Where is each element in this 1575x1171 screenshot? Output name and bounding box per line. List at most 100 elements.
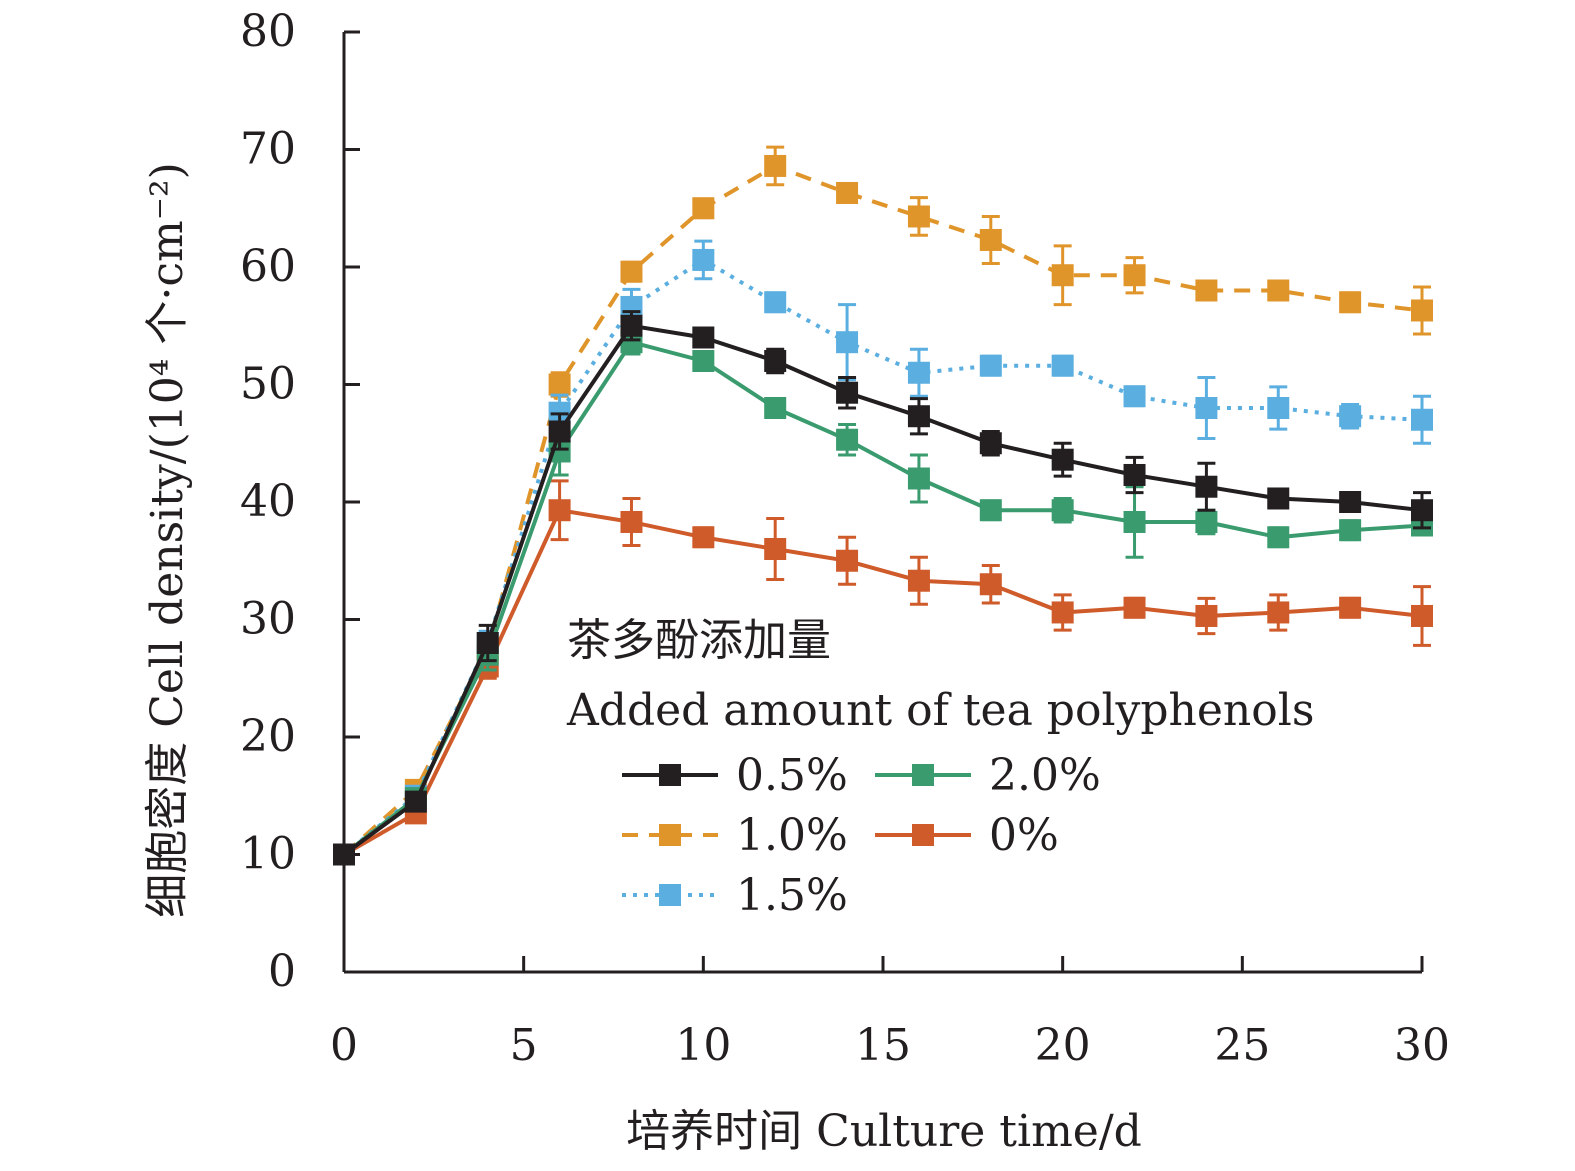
x-axis-title: 培养时间 Culture time/d	[626, 1106, 1142, 1157]
data-point	[1123, 596, 1146, 619]
data-point	[692, 526, 715, 549]
data-point	[1411, 499, 1433, 522]
series-line	[343, 508, 1423, 857]
legend-label: 1.5%	[736, 870, 848, 921]
legend-label: 2.0%	[989, 750, 1101, 801]
data-point	[1051, 448, 1074, 471]
x-tick-label: 30	[1394, 1020, 1450, 1071]
data-point	[548, 373, 571, 396]
legend-label: 0%	[989, 810, 1059, 861]
data-point	[1123, 463, 1146, 486]
legend-marker	[659, 764, 681, 786]
y-tick-label: 70	[240, 124, 296, 175]
data-point	[692, 326, 715, 349]
data-point	[476, 632, 499, 654]
data-point	[764, 350, 787, 372]
legend: 茶多酚添加量 Added amount of tea polyphenols 0…	[566, 615, 1314, 921]
data-point	[1195, 279, 1218, 302]
data-point	[1339, 405, 1362, 428]
y-tick-label: 0	[268, 946, 296, 997]
data-point	[1051, 601, 1074, 624]
series-layer	[333, 145, 1433, 866]
series-line	[342, 340, 1423, 857]
legend-entry-1.0%: 1.0%	[622, 810, 848, 861]
legend-entries: 0.5% 2.0% 1.0% 0% 1.5%	[622, 750, 1101, 921]
legend-marker	[659, 824, 681, 846]
data-point	[1267, 526, 1290, 549]
y-tick-label: 10	[240, 829, 296, 880]
data-point	[1339, 519, 1362, 542]
data-point	[979, 573, 1002, 596]
y-tick-label: 20	[240, 711, 296, 762]
legend-marker	[659, 884, 681, 906]
data-point	[836, 381, 859, 404]
data-point	[620, 314, 643, 337]
data-point	[620, 260, 643, 283]
data-point	[764, 291, 787, 314]
x-tick-label: 20	[1035, 1020, 1091, 1071]
series-line	[342, 257, 1423, 857]
data-point	[1123, 510, 1146, 533]
data-point	[1051, 354, 1074, 377]
x-tick-label: 10	[675, 1020, 731, 1071]
data-point	[1267, 487, 1290, 510]
data-point	[1267, 279, 1290, 302]
data-point	[1195, 604, 1218, 627]
legend-title-cn: 茶多酚添加量	[567, 615, 831, 666]
data-point	[979, 499, 1002, 522]
y-tick-label: 80	[240, 6, 296, 57]
data-point	[1411, 408, 1433, 431]
data-point	[764, 538, 787, 560]
x-tick-label: 0	[330, 1020, 358, 1071]
data-point	[764, 397, 787, 419]
data-point	[1339, 491, 1362, 513]
data-point	[692, 350, 715, 372]
legend-marker	[912, 764, 934, 786]
x-tick-label: 5	[510, 1020, 538, 1071]
data-point	[1051, 264, 1074, 287]
y-tick-label: 40	[240, 476, 296, 527]
data-point	[836, 181, 859, 204]
data-point	[1267, 397, 1290, 419]
y-axis-title: 细胞密度 Cell density/(10⁴ 个·cm⁻²)	[142, 162, 193, 918]
legend-entry-1.5%: 1.5%	[622, 870, 848, 921]
data-point	[1195, 475, 1218, 498]
legend-title-en: Added amount of tea polyphenols	[566, 685, 1314, 736]
data-point	[836, 331, 859, 354]
data-point	[907, 361, 930, 384]
data-point	[979, 354, 1002, 377]
data-point	[1123, 385, 1146, 408]
y-tick-label: 50	[240, 359, 296, 410]
y-tick-label: 30	[240, 594, 296, 645]
axes: 0 5 10 15 20 25 30 0 10 20 30 40 50 60 70 80	[240, 6, 1450, 1071]
data-point	[1267, 601, 1290, 624]
data-point	[907, 467, 930, 490]
legend-entry-2.0%: 2.0%	[875, 750, 1101, 801]
data-point	[907, 205, 930, 228]
data-point	[907, 405, 930, 428]
data-point	[1339, 291, 1362, 314]
series-1.0%	[333, 145, 1433, 866]
data-point	[620, 510, 643, 533]
data-point	[836, 549, 859, 572]
legend-marker	[912, 824, 934, 846]
data-point	[979, 228, 1002, 251]
series-1.5%	[333, 239, 1433, 866]
legend-entry-0.5%: 0.5%	[622, 750, 848, 801]
data-point	[548, 420, 571, 443]
data-point	[764, 154, 787, 177]
data-point	[1411, 299, 1433, 322]
legend-entry-0%: 0%	[875, 810, 1059, 861]
legend-label: 1.0%	[736, 810, 848, 861]
series-0.5%	[333, 310, 1433, 866]
data-point	[1051, 499, 1074, 522]
data-point	[404, 790, 427, 813]
x-tick-label: 25	[1214, 1020, 1270, 1071]
series-line	[342, 164, 1423, 856]
data-point	[836, 428, 859, 451]
y-tick-label: 60	[240, 241, 296, 292]
series-line	[342, 323, 1423, 857]
legend-label: 0.5%	[736, 750, 848, 801]
data-point	[907, 569, 930, 592]
